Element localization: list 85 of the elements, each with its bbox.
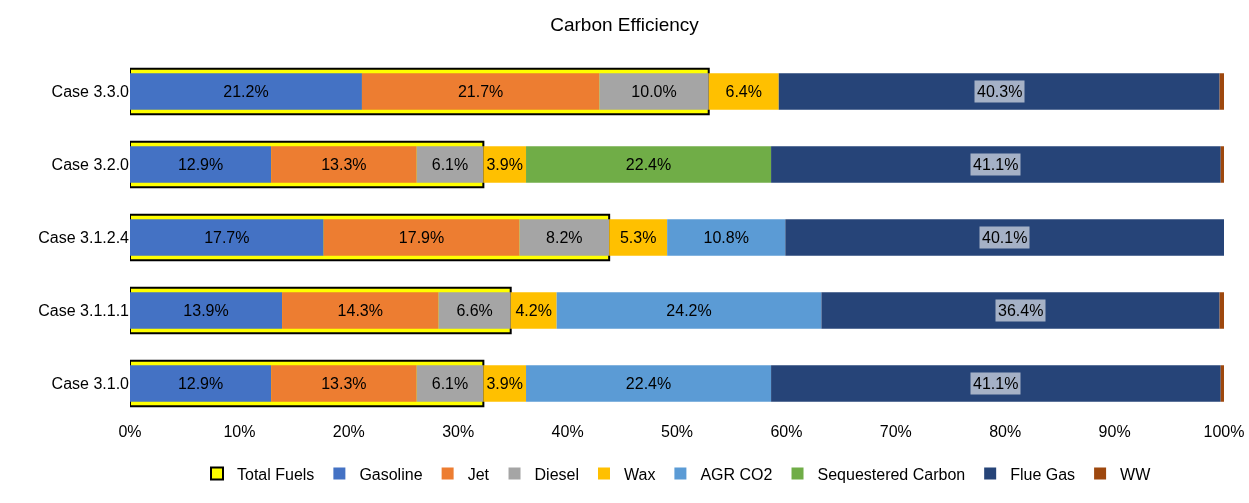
legend-label: AGR CO2	[700, 465, 773, 483]
x-tick-label: 10%	[223, 423, 256, 440]
bar	[708, 73, 779, 110]
x-tick-label: 0%	[118, 423, 142, 440]
chart-title: Carbon Efficiency	[550, 13, 700, 35]
bar	[361, 73, 600, 110]
data-label: 12.9%	[177, 156, 224, 173]
x-tick-label: 90%	[1098, 423, 1131, 440]
data-label: 3.9%	[486, 156, 523, 173]
data-label: 6.4%	[725, 83, 762, 100]
data-label: 6.1%	[431, 156, 469, 173]
bar	[323, 219, 520, 256]
bar	[667, 219, 786, 256]
data-label: 10.8%	[703, 229, 749, 246]
bar	[271, 146, 417, 183]
data-label: 21.7%	[457, 83, 504, 100]
x-tick-label: 40%	[551, 423, 584, 440]
data-label: 12.9%	[177, 375, 224, 392]
y-tick-label: Case 3.2.0	[51, 156, 130, 174]
x-tick-label: 80%	[989, 423, 1022, 440]
bar	[282, 292, 439, 329]
bar	[1219, 73, 1224, 110]
data-label: 13.9%	[183, 302, 229, 319]
y-tick-label: Case 3.1.1.1	[38, 302, 130, 320]
bar	[130, 219, 324, 256]
y-tick-label: Case 3.1.2.4	[38, 229, 130, 247]
data-label: 10.0%	[631, 83, 677, 100]
bar	[821, 292, 1220, 329]
bar	[130, 292, 283, 329]
data-label: 8.2%	[546, 229, 583, 246]
bar	[1220, 146, 1224, 183]
bar	[785, 219, 1224, 256]
legend-label: WW	[1120, 465, 1152, 483]
legend-label: Flue Gas	[1010, 465, 1076, 483]
data-label: 5.3%	[619, 229, 657, 246]
data-label: 21.2%	[223, 83, 269, 100]
legend-label: Gasoline	[359, 465, 423, 483]
data-label: 40.1%	[982, 229, 1028, 246]
y-tick-label: Case 3.1.0	[51, 375, 130, 393]
bar	[526, 365, 772, 402]
data-label: 3.9%	[486, 375, 523, 392]
data-label: 13.3%	[321, 375, 367, 392]
bar	[130, 365, 272, 402]
bar	[438, 292, 511, 329]
x-tick-label: 100%	[1203, 423, 1245, 440]
x-tick-label: 20%	[332, 423, 365, 440]
data-label: 22.4%	[625, 156, 672, 173]
data-label: 22.4%	[625, 375, 672, 392]
data-label: 4.2%	[515, 302, 552, 319]
legend-label: Diesel	[534, 465, 579, 483]
bar	[271, 365, 417, 402]
legend-label: Wax	[623, 465, 656, 483]
data-label: 17.9%	[398, 229, 445, 246]
data-label: 6.1%	[431, 375, 469, 392]
legend-label: Jet	[467, 465, 490, 483]
bar	[1219, 292, 1224, 329]
bar	[416, 146, 484, 183]
bar	[519, 219, 610, 256]
data-label: 36.4%	[998, 302, 1044, 319]
legend-label: Total Fuels	[237, 465, 315, 483]
data-label: 40.3%	[977, 83, 1023, 100]
bar	[599, 73, 709, 110]
bar	[771, 146, 1221, 183]
data-label: 13.3%	[321, 156, 367, 173]
data-label: 24.2%	[666, 302, 712, 319]
x-tick-label: 70%	[879, 423, 912, 440]
bar	[771, 365, 1221, 402]
bar	[778, 73, 1220, 110]
bar	[416, 365, 484, 402]
y-tick-label: Case 3.3.0	[51, 83, 130, 101]
x-tick-label: 50%	[660, 423, 694, 440]
bar	[556, 292, 822, 329]
x-tick-label: 30%	[442, 423, 475, 440]
x-tick-label: 60%	[770, 423, 803, 440]
data-label: 14.3%	[337, 302, 383, 319]
bar	[130, 146, 272, 183]
data-label: 41.1%	[973, 156, 1019, 173]
data-label: 41.1%	[973, 375, 1019, 392]
legend-label: Sequestered Carbon	[817, 465, 966, 483]
data-label: 17.7%	[204, 229, 250, 246]
bar	[609, 219, 668, 256]
bar	[130, 73, 362, 110]
bar	[526, 146, 772, 183]
bar	[1220, 365, 1224, 402]
data-label: 6.6%	[456, 302, 493, 319]
